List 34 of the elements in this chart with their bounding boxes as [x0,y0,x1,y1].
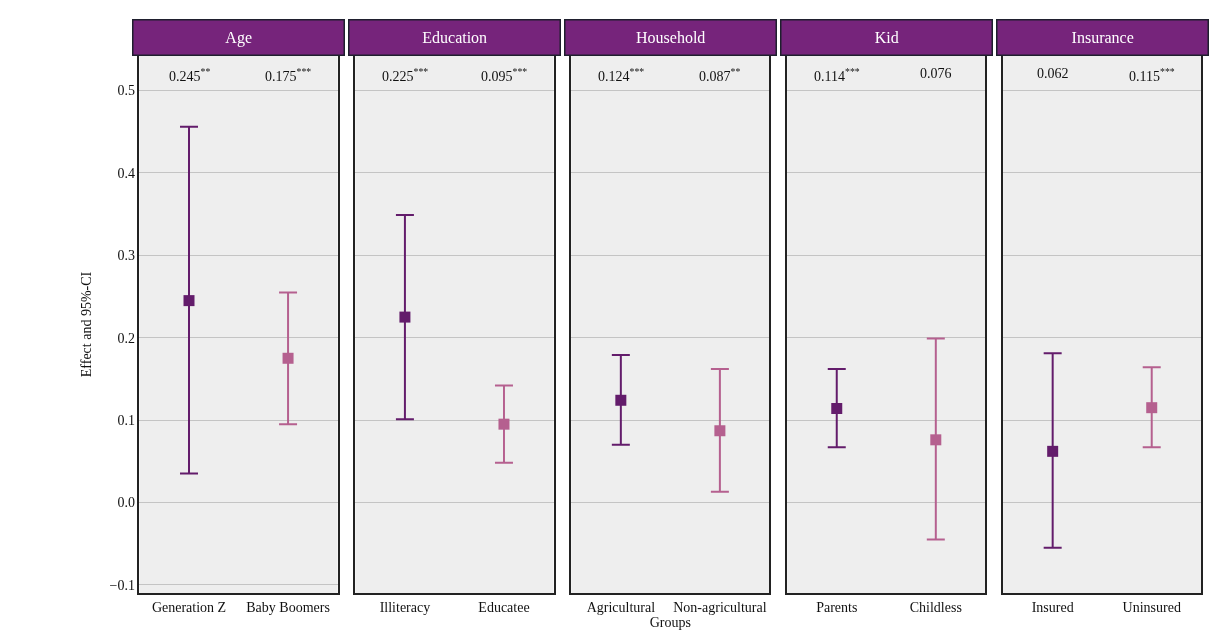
y-tick-label: 0.3 [117,248,135,264]
annotation: 0.095$^{***}$ [481,66,528,84]
x-tick-label: Generation Z [151,599,227,615]
chart-title: Household [636,29,706,46]
annotation: 0.087$^{**}$ [699,66,741,84]
x-tick-label: Uninsured [1122,599,1181,615]
x-tick-label: Agricultural [586,599,656,615]
annotation: 0.076 [920,66,952,81]
annotation: 0.114$^{***}$ [814,66,860,84]
x-axis-title: Groups [649,614,691,630]
y-tick-label: 0.0 [117,495,135,511]
chart-title: Age [225,28,253,47]
x-tick-label: Educatee [478,599,530,615]
chart-title: Kid [874,29,899,46]
annotation: 0.062 [1037,66,1069,81]
annotation: 0.225$^{***}$ [382,66,429,84]
y-axis-title: Effect and 95%-CI [78,271,94,378]
y-tick-label: 0.1 [117,412,135,428]
y-tick-label: 0.4 [117,165,135,181]
chart-title: Insurance [1071,29,1134,46]
y-tick-label: 0.5 [117,83,135,99]
annotation: 0.175$^{***}$ [265,66,312,84]
x-tick-label: Illiteracy [379,599,431,615]
x-tick-label: Non-agricultural [673,599,767,615]
annotation: 0.115$^{***}$ [1129,66,1175,84]
chart-title: Education [422,29,488,46]
y-tick-label: 0.2 [117,330,135,346]
x-tick-label: Childless [909,599,962,615]
x-tick-label: Parents [816,599,858,615]
x-tick-label: Insured [1031,599,1074,615]
x-tick-label: Baby Boomers [246,599,330,615]
annotation: 0.124$^{***}$ [598,66,645,84]
annotation: 0.245$^{**}$ [169,66,211,84]
y-tick-label: −0.1 [109,577,135,593]
